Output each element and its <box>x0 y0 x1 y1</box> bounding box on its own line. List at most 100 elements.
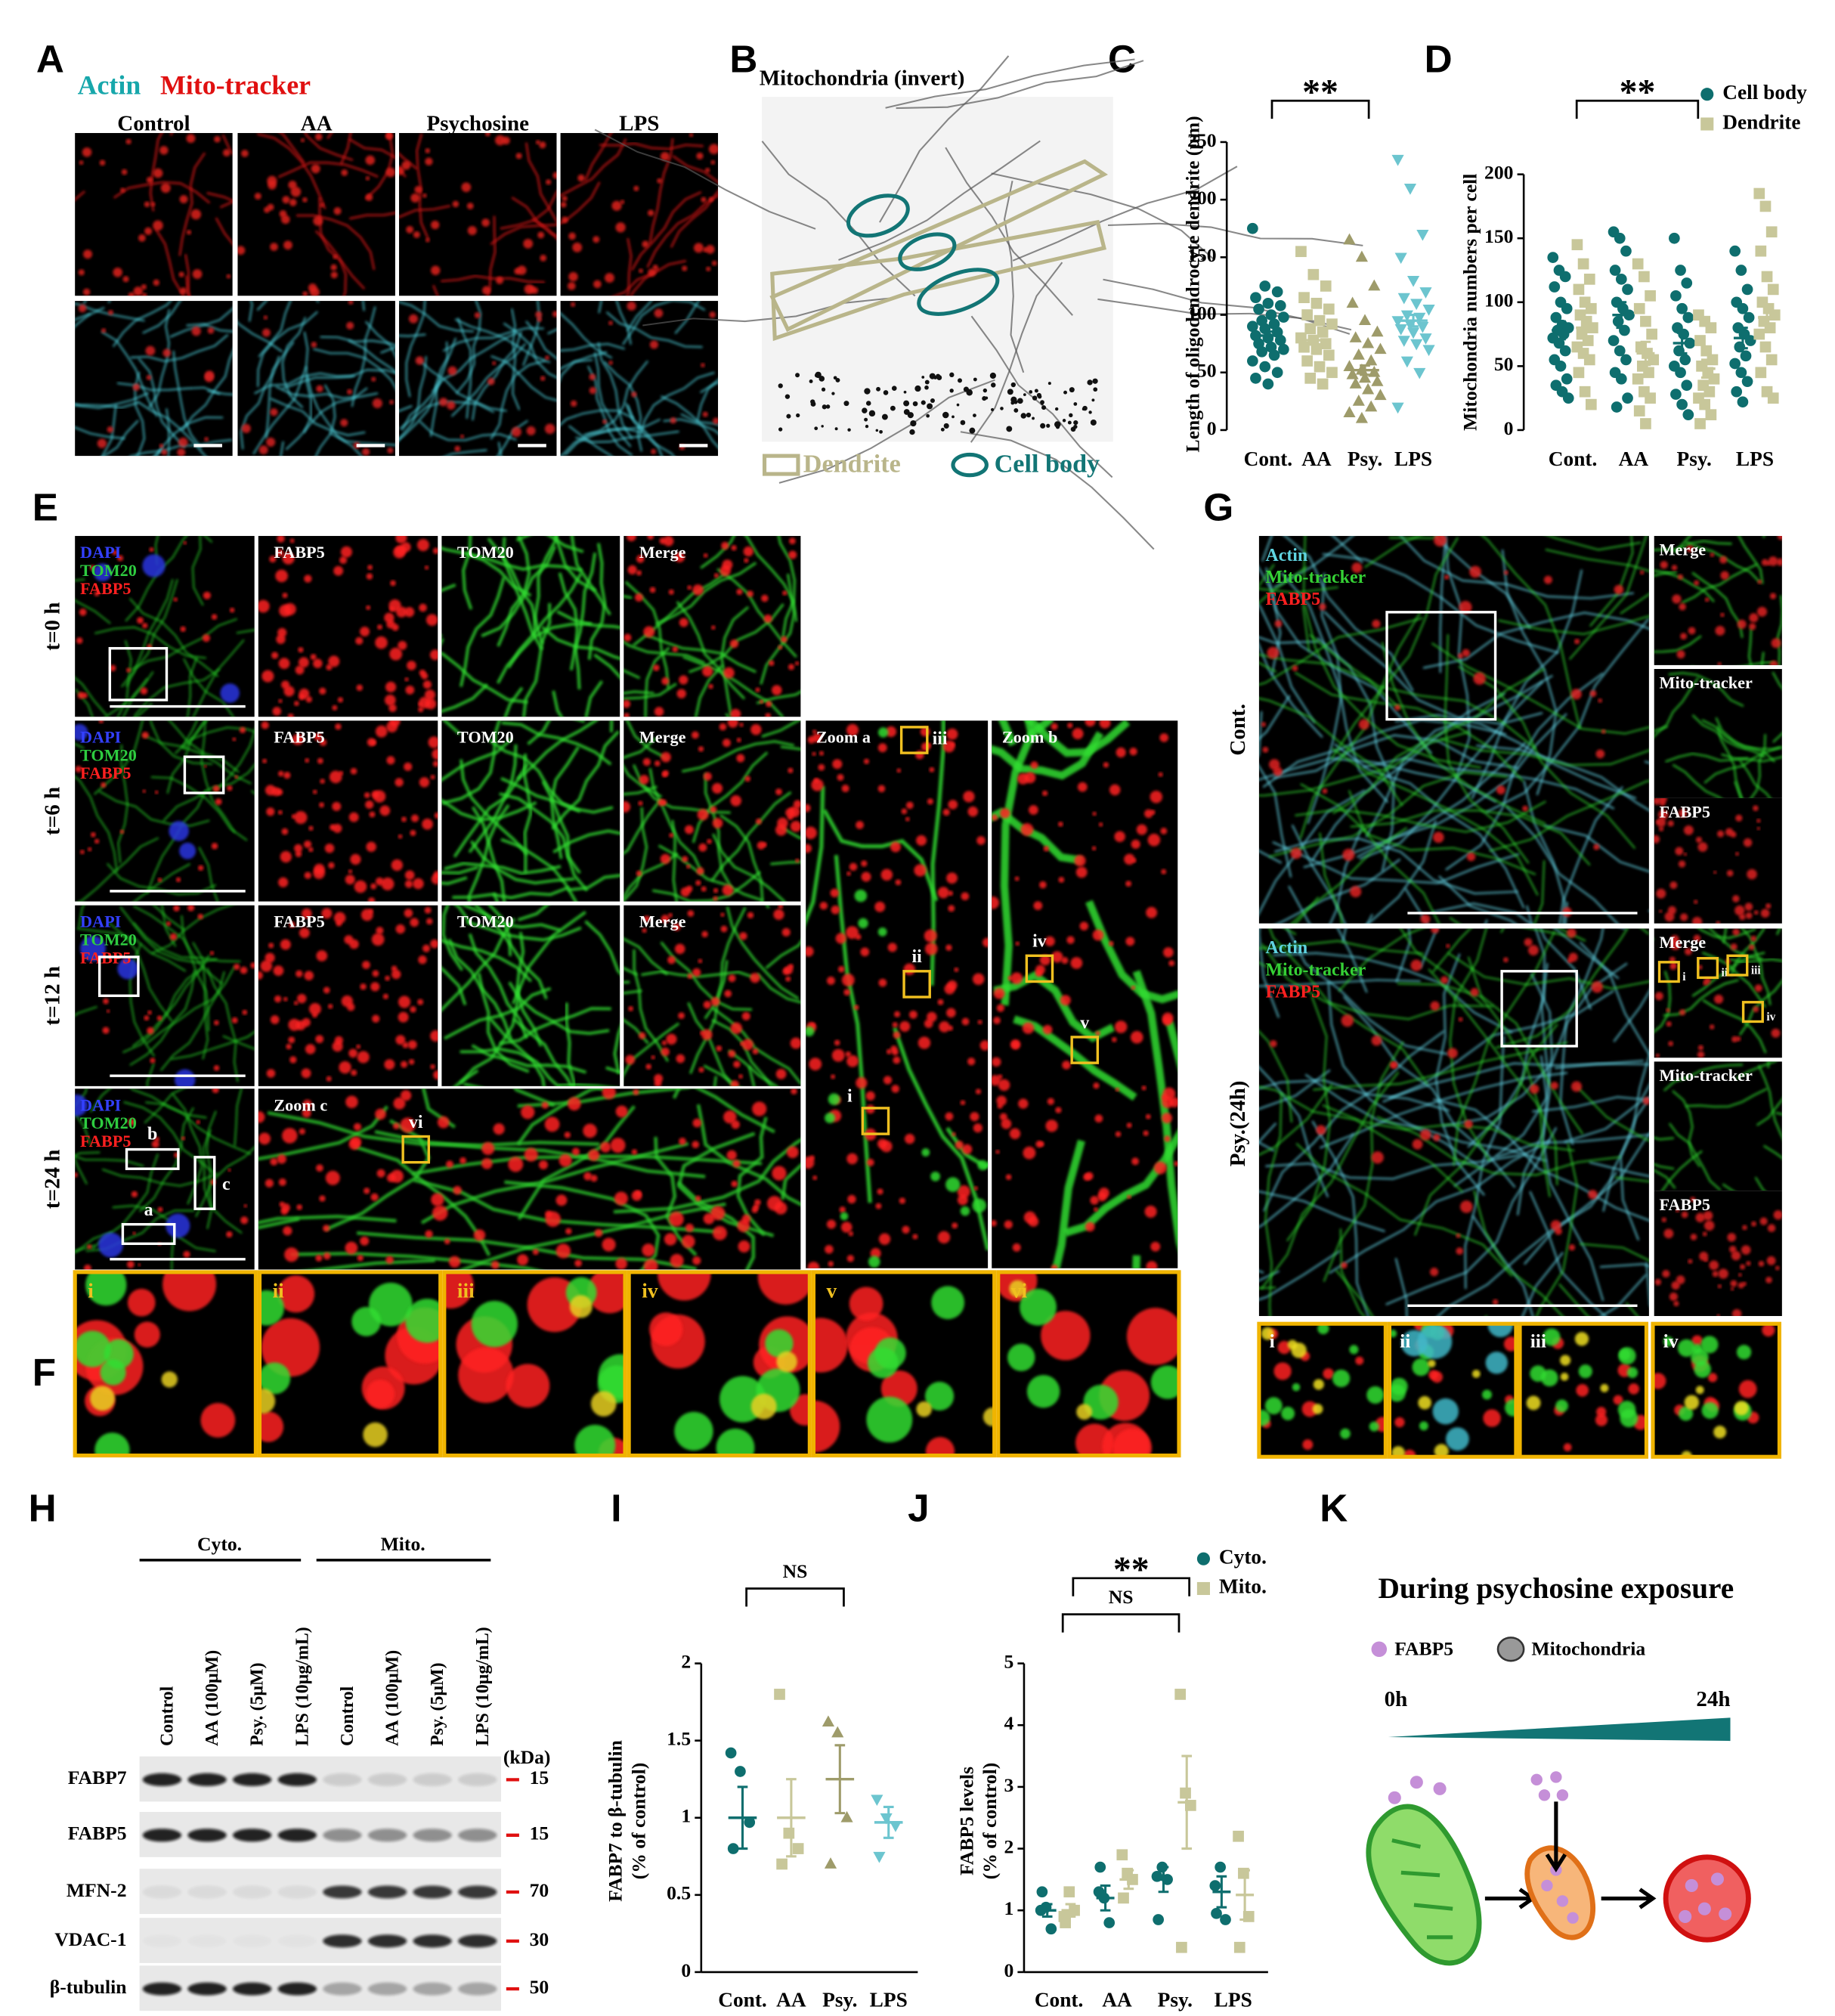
blob <box>282 593 288 599</box>
micrograph <box>75 720 255 902</box>
marker-label: 30 <box>530 1928 549 1950</box>
blob <box>401 1090 412 1101</box>
blob <box>702 411 708 417</box>
filament <box>441 274 545 283</box>
mito-dot <box>909 429 915 435</box>
blob <box>341 169 348 176</box>
blob <box>1756 819 1761 823</box>
blob <box>333 207 342 215</box>
filament <box>453 1069 479 1086</box>
blob <box>215 798 222 806</box>
blob <box>1074 855 1086 867</box>
point <box>1250 373 1261 384</box>
mito-dot <box>943 423 949 429</box>
mito-dot <box>912 401 918 407</box>
filament <box>1473 1190 1564 1316</box>
blob <box>825 1244 834 1254</box>
point <box>1374 342 1387 355</box>
blob <box>1659 909 1663 913</box>
row-label: t=0 h <box>41 602 65 651</box>
blob <box>200 1402 236 1438</box>
filament <box>552 690 564 717</box>
blob <box>1001 1118 1012 1129</box>
filament <box>452 886 570 900</box>
filament <box>1261 943 1493 1020</box>
blob <box>1591 980 1603 993</box>
filament <box>1381 642 1546 825</box>
micrograph <box>806 720 989 1268</box>
blob <box>863 758 870 764</box>
blob <box>977 1020 982 1025</box>
blob <box>1150 790 1163 804</box>
blob <box>1022 1022 1035 1034</box>
tile-border <box>442 1270 627 1458</box>
blob <box>261 328 271 337</box>
blob <box>122 276 129 283</box>
filament <box>279 132 305 164</box>
stain-label: TOM20 <box>80 1113 137 1132</box>
micrograph <box>624 536 801 717</box>
filament <box>212 729 255 794</box>
filament <box>142 734 252 785</box>
blob <box>416 539 429 552</box>
point <box>1753 187 1765 200</box>
blob <box>555 1194 568 1206</box>
filament <box>1489 780 1649 852</box>
filament <box>75 1155 144 1167</box>
blob <box>296 1204 302 1210</box>
blob <box>366 1380 395 1408</box>
blob <box>1281 1406 1295 1420</box>
blob <box>1739 913 1746 921</box>
roi-box <box>108 646 169 701</box>
blob <box>614 1191 628 1206</box>
filament <box>1758 1065 1782 1139</box>
blob <box>924 942 938 955</box>
blob <box>360 983 367 990</box>
filament <box>1258 586 1338 594</box>
blob <box>795 858 800 863</box>
blob <box>778 645 783 650</box>
marker-label: 70 <box>530 1879 549 1901</box>
blob <box>263 315 268 320</box>
blob <box>806 1026 815 1037</box>
micrograph <box>75 1089 255 1270</box>
process <box>642 296 896 327</box>
blob <box>602 419 607 424</box>
blob <box>398 640 407 650</box>
x-tick-label: LPS <box>1736 447 1774 470</box>
blob <box>1116 747 1126 758</box>
blob <box>1688 627 1696 635</box>
blob <box>719 723 727 731</box>
blob <box>339 556 348 565</box>
filament <box>171 1030 255 1061</box>
blob <box>1066 936 1075 944</box>
x-tick-label: Psy. <box>1158 1988 1193 2011</box>
blob <box>302 197 308 203</box>
filament <box>1772 671 1782 689</box>
blob <box>232 737 237 742</box>
blob <box>1349 1345 1359 1355</box>
blob <box>1745 912 1753 919</box>
blob <box>320 203 324 208</box>
blob <box>314 732 322 742</box>
blob <box>1691 1348 1709 1367</box>
blob <box>587 1271 626 1314</box>
legend-label: Cyto. <box>1219 1545 1267 1568</box>
filament <box>1258 1191 1385 1232</box>
blob <box>672 646 679 652</box>
blob <box>138 234 146 242</box>
band <box>413 1773 452 1786</box>
blob <box>323 1225 330 1232</box>
blob <box>813 778 819 783</box>
blob <box>332 1041 343 1052</box>
point <box>1403 184 1417 195</box>
blob <box>682 265 688 271</box>
filament <box>1589 1161 1649 1178</box>
filament <box>1258 979 1421 987</box>
filament <box>75 190 86 201</box>
filament <box>422 1089 456 1129</box>
blob <box>1457 653 1464 659</box>
blob <box>539 141 546 149</box>
roi-box <box>861 1107 890 1135</box>
band <box>143 1934 181 1947</box>
